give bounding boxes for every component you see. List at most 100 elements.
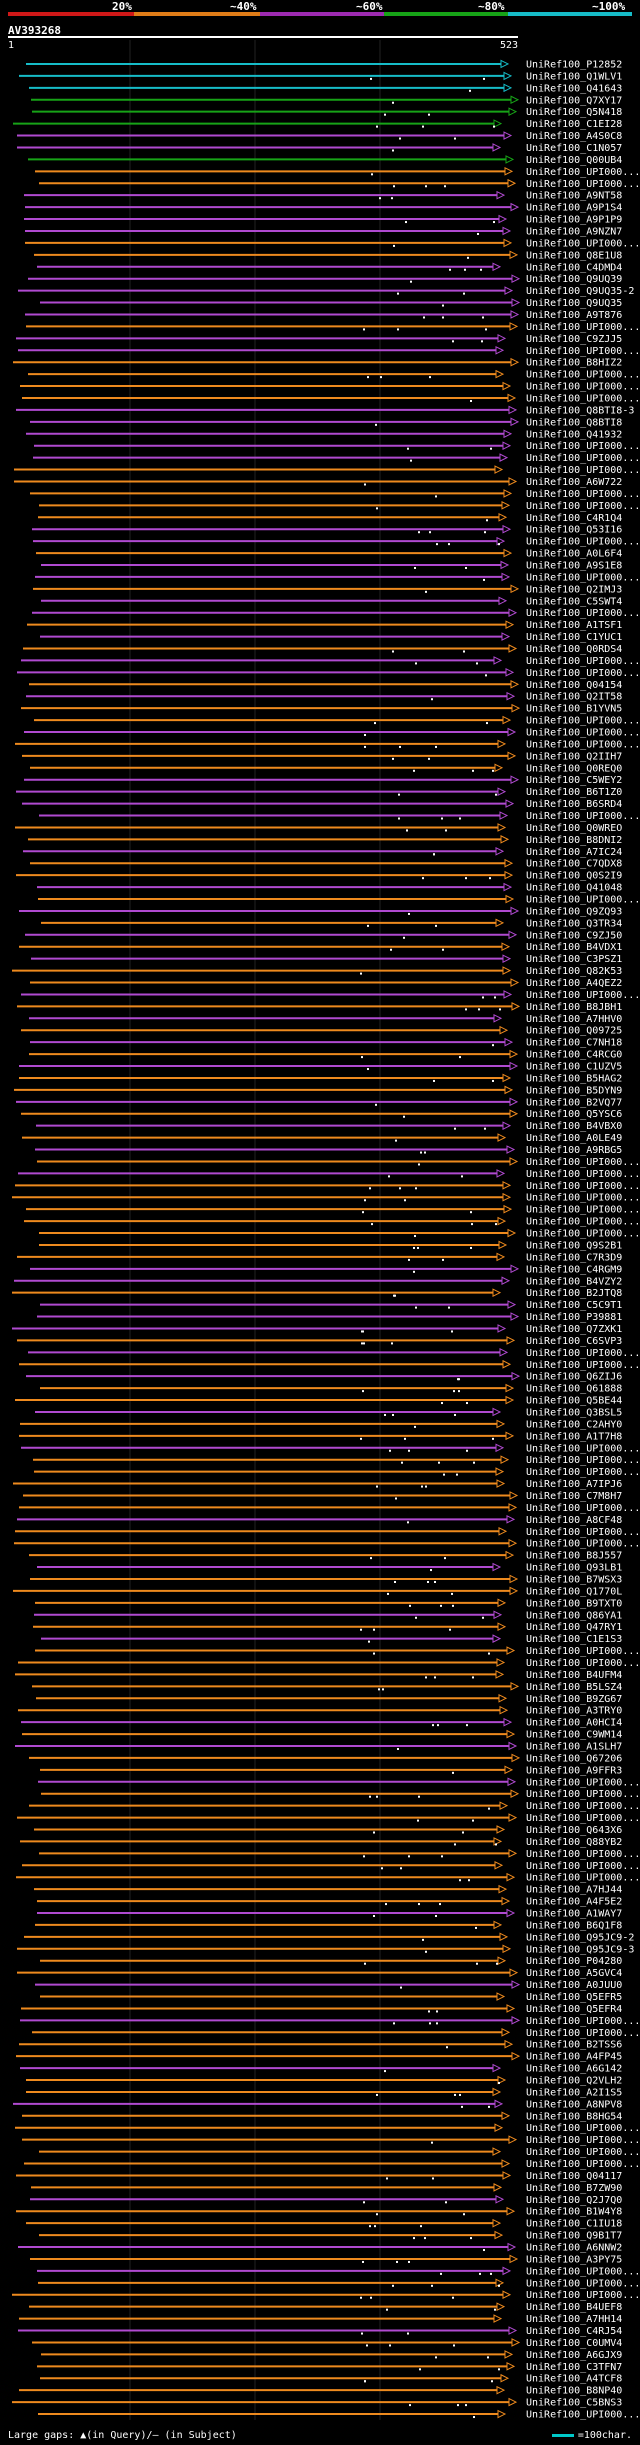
hit-label[interactable]: UniRef100_A9S1E8 bbox=[526, 560, 622, 571]
hit-label[interactable]: UniRef100_UPI000... bbox=[526, 1169, 640, 1180]
hit-label[interactable]: UniRef100_UPI000... bbox=[526, 1801, 640, 1812]
hit-label[interactable]: UniRef100_B6T1Z0 bbox=[526, 787, 622, 798]
hit-label[interactable]: UniRef100_A7HHV0 bbox=[526, 1014, 622, 1025]
hit-label[interactable]: UniRef100_A9P1S4 bbox=[526, 203, 622, 214]
hit-label[interactable]: UniRef100_Q643X6 bbox=[526, 1825, 622, 1836]
hit-label[interactable]: UniRef100_Q0WREO bbox=[526, 823, 622, 834]
hit-label[interactable]: UniRef100_P04280 bbox=[526, 1956, 622, 1967]
hit-label[interactable]: UniRef100_UPI000... bbox=[526, 2028, 640, 2039]
hit-label[interactable]: UniRef100_UPI000... bbox=[526, 716, 640, 727]
hit-label[interactable]: UniRef100_Q53I16 bbox=[526, 525, 622, 536]
hit-label[interactable]: UniRef100_A6W722 bbox=[526, 477, 622, 488]
hit-label[interactable]: UniRef100_Q67206 bbox=[526, 1753, 622, 1764]
hit-label[interactable]: UniRef100_C1YUC1 bbox=[526, 632, 622, 643]
hit-label[interactable]: UniRef100_C7M8H7 bbox=[526, 1491, 622, 1502]
hit-label[interactable]: UniRef100_UPI000... bbox=[526, 1217, 640, 1228]
hit-label[interactable]: UniRef100_UPI000... bbox=[526, 537, 640, 548]
hit-label[interactable]: UniRef100_Q6ZIJ6 bbox=[526, 1372, 622, 1383]
hit-label[interactable]: UniRef100_UPI000... bbox=[526, 1849, 640, 1860]
hit-label[interactable]: UniRef100_C5C9T1 bbox=[526, 1300, 622, 1311]
hit-label[interactable]: UniRef100_UPI000... bbox=[526, 1646, 640, 1657]
hit-label[interactable]: UniRef100_C4RJ54 bbox=[526, 2326, 622, 2337]
hit-label[interactable]: UniRef100_UPI000... bbox=[526, 1205, 640, 1216]
hit-label[interactable]: UniRef100_Q5BE44 bbox=[526, 1396, 622, 1407]
hit-label[interactable]: UniRef100_A1TSF1 bbox=[526, 620, 622, 631]
hit-label[interactable]: UniRef100_B6SRD4 bbox=[526, 799, 622, 810]
hit-label[interactable]: UniRef100_C3TFN7 bbox=[526, 2362, 622, 2373]
hit-label[interactable]: UniRef100_C2AHY0 bbox=[526, 1419, 622, 1430]
hit-label[interactable]: UniRef100_A4QEZ2 bbox=[526, 978, 622, 989]
hit-label[interactable]: UniRef100_Q0RDS4 bbox=[526, 644, 622, 655]
hit-label[interactable]: UniRef100_UPI000... bbox=[526, 1181, 640, 1192]
hit-label[interactable]: UniRef100_UPI000... bbox=[526, 238, 640, 249]
hit-label[interactable]: UniRef100_Q1770L bbox=[526, 1586, 622, 1597]
hit-label[interactable]: UniRef100_B5HAG2 bbox=[526, 1073, 622, 1084]
hit-label[interactable]: UniRef100_A4TCF8 bbox=[526, 2374, 622, 2385]
hit-label[interactable]: UniRef100_Q5EFR5 bbox=[526, 1992, 622, 2003]
hit-label[interactable]: UniRef100_Q3TR34 bbox=[526, 918, 622, 929]
hit-label[interactable]: UniRef100_B1W4Y8 bbox=[526, 2207, 622, 2218]
hit-label[interactable]: UniRef100_Q9B1T7 bbox=[526, 2231, 622, 2242]
hit-label[interactable]: UniRef100_UPI000... bbox=[526, 1157, 640, 1168]
hit-label[interactable]: UniRef100_Q5EFR4 bbox=[526, 2004, 622, 2015]
hit-label[interactable]: UniRef100_Q9UQ35 bbox=[526, 298, 622, 309]
hit-label[interactable]: UniRef100_Q93LB1 bbox=[526, 1563, 622, 1574]
hit-label[interactable]: UniRef100_C9WM14 bbox=[526, 1730, 622, 1741]
hit-label[interactable]: UniRef100_A9NT58 bbox=[526, 191, 622, 202]
hit-label[interactable]: UniRef100_Q41932 bbox=[526, 429, 622, 440]
hit-label[interactable]: UniRef100_Q41048 bbox=[526, 883, 622, 894]
hit-label[interactable]: UniRef100_Q00UB4 bbox=[526, 155, 622, 166]
hit-label[interactable]: UniRef100_P12852 bbox=[526, 59, 622, 70]
hit-label[interactable]: UniRef100_UPI000... bbox=[526, 2159, 640, 2170]
hit-label[interactable]: UniRef100_A7HH14 bbox=[526, 2314, 622, 2325]
hit-label[interactable]: UniRef100_B6Q1F8 bbox=[526, 1920, 622, 1931]
hit-label[interactable]: UniRef100_A7IC24 bbox=[526, 847, 622, 858]
hit-label[interactable]: UniRef100_UPI000... bbox=[526, 1443, 640, 1454]
hit-label[interactable]: UniRef100_B5DYN9 bbox=[526, 1085, 622, 1096]
hit-label[interactable]: UniRef100_A2I1S5 bbox=[526, 2087, 622, 2098]
hit-label[interactable]: UniRef100_A1WAY7 bbox=[526, 1909, 622, 1920]
hit-label[interactable]: UniRef100_B4VZY2 bbox=[526, 1276, 622, 1287]
hit-label[interactable]: UniRef100_UPI000... bbox=[526, 1455, 640, 1466]
hit-label[interactable]: UniRef100_A6G142 bbox=[526, 2064, 622, 2075]
hit-label[interactable]: UniRef100_A4FP45 bbox=[526, 2052, 622, 2063]
hit-label[interactable]: UniRef100_Q47RY1 bbox=[526, 1622, 622, 1633]
hit-label[interactable]: UniRef100_UPI000... bbox=[526, 1873, 640, 1884]
hit-label[interactable]: UniRef100_Q04154 bbox=[526, 680, 622, 691]
hit-label[interactable]: UniRef100_UPI000... bbox=[526, 1503, 640, 1514]
hit-label[interactable]: UniRef100_UPI000... bbox=[526, 1777, 640, 1788]
hit-label[interactable]: UniRef100_Q7XY17 bbox=[526, 95, 622, 106]
hit-label[interactable]: UniRef100_UPI000... bbox=[526, 1193, 640, 1204]
hit-label[interactable]: UniRef100_B8J557 bbox=[526, 1551, 622, 1562]
hit-label[interactable]: UniRef100_Q0S2I9 bbox=[526, 871, 622, 882]
hit-label[interactable]: UniRef100_UPI000... bbox=[526, 453, 640, 464]
hit-label[interactable]: UniRef100_A9NZN7 bbox=[526, 226, 622, 237]
hit-label[interactable]: UniRef100_UPI000... bbox=[526, 465, 640, 476]
hit-label[interactable]: UniRef100_C7R3D9 bbox=[526, 1252, 622, 1263]
hit-label[interactable]: UniRef100_B8DNI2 bbox=[526, 835, 622, 846]
hit-label[interactable]: UniRef100_Q82K53 bbox=[526, 966, 622, 977]
hit-label[interactable]: UniRef100_Q88YB2 bbox=[526, 1837, 622, 1848]
hit-label[interactable]: UniRef100_A9T876 bbox=[526, 310, 622, 321]
hit-label[interactable]: UniRef100_C4RGM9 bbox=[526, 1264, 622, 1275]
hit-label[interactable]: UniRef100_UPI000... bbox=[526, 370, 640, 381]
hit-label[interactable]: UniRef100_Q61888 bbox=[526, 1384, 622, 1395]
hit-label[interactable]: UniRef100_Q95JC9-2 bbox=[526, 1932, 634, 1943]
hit-label[interactable]: UniRef100_C0UMV4 bbox=[526, 2338, 622, 2349]
hit-label[interactable]: UniRef100_A7HJ44 bbox=[526, 1885, 622, 1896]
hit-label[interactable]: UniRef100_B1YVN5 bbox=[526, 704, 622, 715]
hit-label[interactable]: UniRef100_B5LSZ4 bbox=[526, 1682, 622, 1693]
hit-label[interactable]: UniRef100_Q9S2B1 bbox=[526, 1240, 622, 1251]
hit-label[interactable]: UniRef100_C4R1Q4 bbox=[526, 513, 622, 524]
hit-label[interactable]: UniRef100_A1T7H8 bbox=[526, 1431, 622, 1442]
hit-label[interactable]: UniRef100_A8CF48 bbox=[526, 1515, 622, 1526]
hit-label[interactable]: UniRef100_A1SLH7 bbox=[526, 1741, 622, 1752]
hit-label[interactable]: UniRef100_UPI000... bbox=[526, 2410, 640, 2421]
hit-label[interactable]: UniRef100_B2JTQ8 bbox=[526, 1288, 622, 1299]
hit-label[interactable]: UniRef100_Q8BTI8-3 bbox=[526, 405, 634, 416]
hit-label[interactable]: UniRef100_Q9UQ35-2 bbox=[526, 286, 634, 297]
hit-label[interactable]: UniRef100_B8HIZ2 bbox=[526, 358, 622, 369]
hit-label[interactable]: UniRef100_B7ZW90 bbox=[526, 2183, 622, 2194]
hit-label[interactable]: UniRef100_C4RCG0 bbox=[526, 1050, 622, 1061]
hit-label[interactable]: UniRef100_A4F5E2 bbox=[526, 1897, 622, 1908]
